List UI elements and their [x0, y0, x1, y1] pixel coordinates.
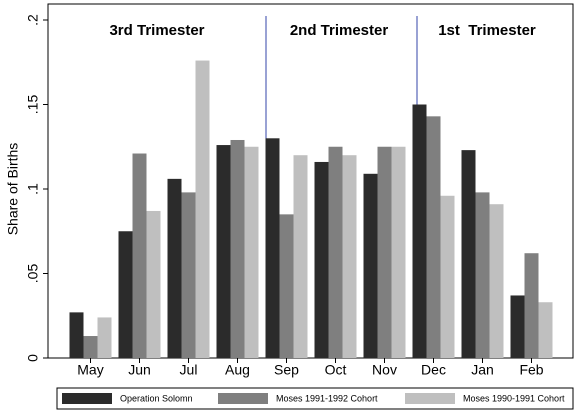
legend-swatch	[405, 393, 455, 404]
bar	[538, 302, 553, 358]
annotation: 2nd Trimester	[290, 22, 389, 39]
legend-box	[56, 387, 574, 410]
bar	[244, 146, 259, 358]
bar	[293, 155, 308, 358]
y-tick-label: .05	[25, 264, 41, 284]
x-tick-label: Oct	[325, 362, 347, 378]
bar	[391, 146, 406, 358]
bar	[195, 60, 210, 359]
x-tick-label: Nov	[372, 362, 397, 378]
bar	[83, 336, 98, 358]
bar	[118, 231, 133, 358]
x-tick-label: Jan	[471, 362, 494, 378]
bar	[97, 317, 112, 358]
bar	[167, 178, 182, 358]
bar	[426, 116, 441, 358]
bar	[440, 195, 455, 358]
x-tick-label: Dec	[421, 362, 446, 378]
bar	[510, 295, 525, 358]
annotation: 3rd Trimester	[109, 22, 204, 39]
bar	[314, 161, 329, 358]
legend-label: Moses 1991-1992 Cohort	[276, 393, 378, 403]
bar	[181, 192, 196, 358]
bar	[216, 145, 231, 358]
bar	[265, 138, 280, 358]
bar	[342, 155, 357, 358]
y-tick-label: .15	[25, 95, 41, 115]
bar	[230, 139, 245, 358]
x-tick-label: Sep	[274, 362, 299, 378]
x-tick-label: Jul	[180, 362, 198, 378]
y-tick-label: 0	[25, 354, 41, 362]
x-tick-label: Aug	[225, 362, 250, 378]
bar	[412, 104, 427, 358]
bar	[69, 312, 84, 358]
x-tick-label: Feb	[519, 362, 543, 378]
bar	[363, 173, 378, 358]
bar	[461, 150, 476, 358]
bar	[524, 253, 539, 358]
bar	[146, 210, 161, 358]
bar	[377, 146, 392, 358]
bar	[132, 153, 147, 358]
annotation: 1st Trimester	[438, 22, 536, 39]
x-tick-label: May	[77, 362, 103, 378]
legend-label: Moses 1990-1991 Cohort	[463, 393, 565, 403]
plot-frame	[47, 3, 574, 359]
bar	[489, 204, 504, 358]
y-axis-label: Share of Births	[5, 143, 21, 236]
y-tick-label: .1	[25, 183, 41, 195]
x-tick-label: Jun	[128, 362, 151, 378]
legend-label: Operation Solomn	[120, 393, 193, 403]
legend-swatch	[62, 393, 112, 404]
bar	[475, 192, 490, 358]
bar	[328, 146, 343, 358]
legend-swatch	[218, 393, 268, 404]
y-tick-label: .2	[25, 14, 41, 26]
bar	[279, 214, 294, 358]
